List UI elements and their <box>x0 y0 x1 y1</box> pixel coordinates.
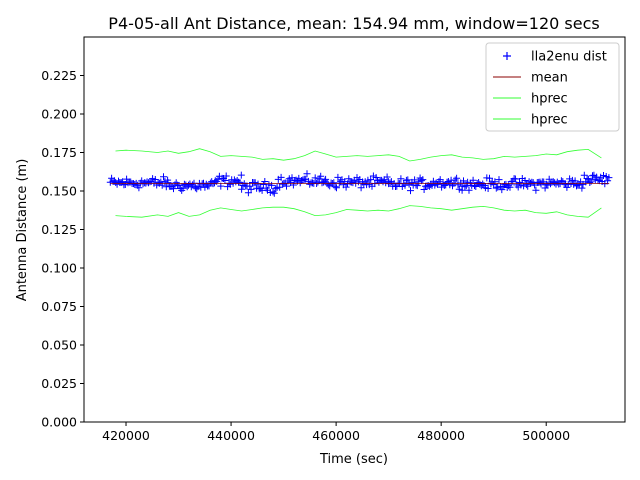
data-point <box>157 178 165 186</box>
data-point <box>453 174 461 182</box>
data-point <box>236 178 244 186</box>
x-axis-label: Time (sec) <box>319 452 388 467</box>
data-point <box>419 176 427 184</box>
data-point <box>451 176 459 184</box>
data-point <box>586 179 594 186</box>
data-point <box>272 185 280 193</box>
y-axis-label: Antenna Distance (m) <box>15 159 30 302</box>
data-point <box>469 176 477 184</box>
data-point <box>417 177 425 185</box>
data-point <box>158 181 166 189</box>
data-point <box>277 173 285 181</box>
data-point <box>317 172 325 180</box>
data-point <box>160 173 167 181</box>
legend-label: lla2enu dist <box>531 50 607 65</box>
data-point <box>491 178 499 186</box>
data-point <box>407 187 414 195</box>
data-point <box>334 173 342 181</box>
data-point <box>605 174 613 182</box>
legend-box <box>485 42 620 132</box>
data-point <box>532 186 540 194</box>
data-point <box>404 176 412 184</box>
y-tick-label: 0.175 <box>41 145 77 160</box>
data-point <box>221 177 229 184</box>
data-point <box>484 185 492 192</box>
legend: lla2enu dist mean hprec hprec <box>485 42 620 132</box>
data-point <box>436 176 444 184</box>
data-point <box>214 175 222 183</box>
y-tick-label: 0.125 <box>41 222 77 237</box>
series-line-hprec <box>115 205 602 218</box>
data-point <box>521 177 529 184</box>
data-point <box>170 185 177 193</box>
x-tick-label: 440000 <box>207 428 255 443</box>
y-tick-label: 0.100 <box>41 261 77 276</box>
legend-marker <box>503 52 511 60</box>
data-point <box>303 170 311 178</box>
data-point <box>465 186 473 194</box>
data-point <box>342 183 350 191</box>
data-point <box>492 184 500 192</box>
legend-label: mean <box>531 71 568 86</box>
data-point <box>401 181 409 189</box>
data-point <box>578 184 586 192</box>
data-point <box>261 178 269 185</box>
data-point <box>472 183 480 190</box>
data-point <box>164 179 172 187</box>
data-point <box>495 176 503 184</box>
data-point <box>311 174 319 182</box>
plot-data <box>106 148 613 218</box>
data-point <box>333 184 340 192</box>
data-point <box>135 184 143 192</box>
data-point <box>270 189 278 197</box>
y-tick-label: 0.050 <box>41 338 77 353</box>
x-tick-label: 420000 <box>102 428 150 443</box>
data-point <box>238 185 246 193</box>
data-point <box>563 183 571 191</box>
y-axis: 0.000 0.025 0.050 0.075 0.100 0.125 0.150 0.175… <box>41 68 84 430</box>
data-point <box>367 176 375 184</box>
data-point <box>246 182 254 190</box>
data-point <box>486 174 493 182</box>
data-point <box>498 186 506 194</box>
data-point <box>506 183 514 191</box>
data-point <box>411 176 419 184</box>
legend-label: hprec <box>531 113 568 128</box>
data-point <box>372 174 380 181</box>
data-point <box>357 184 365 192</box>
data-point <box>383 173 391 181</box>
y-tick-label: 0.150 <box>41 184 77 199</box>
y-tick-label: 0.000 <box>41 415 77 430</box>
data-point <box>479 180 487 188</box>
x-tick-label: 480000 <box>417 428 465 443</box>
y-tick-label: 0.075 <box>41 299 77 314</box>
data-point <box>397 175 405 183</box>
series-line-hprec <box>115 148 602 162</box>
x-axis: 420000 440000 460000 480000 500000 <box>102 422 570 443</box>
y-tick-label: 0.025 <box>41 376 77 391</box>
y-tick-label: 0.225 <box>41 68 77 83</box>
data-point <box>222 172 230 180</box>
y-tick-label: 0.200 <box>41 107 77 122</box>
data-point <box>289 181 297 189</box>
x-tick-label: 500000 <box>522 428 570 443</box>
legend-label: hprec <box>531 92 568 107</box>
data-point <box>461 183 469 191</box>
chart-title: P4-05-all Ant Distance, mean: 154.94 mm,… <box>108 14 599 33</box>
data-point <box>583 175 591 182</box>
data-point <box>237 171 245 179</box>
data-point <box>511 175 519 183</box>
series-points-lla2enu dist <box>106 170 613 197</box>
data-point <box>322 175 330 183</box>
data-point <box>331 183 339 191</box>
x-tick-label: 460000 <box>312 428 360 443</box>
data-point <box>247 185 255 193</box>
